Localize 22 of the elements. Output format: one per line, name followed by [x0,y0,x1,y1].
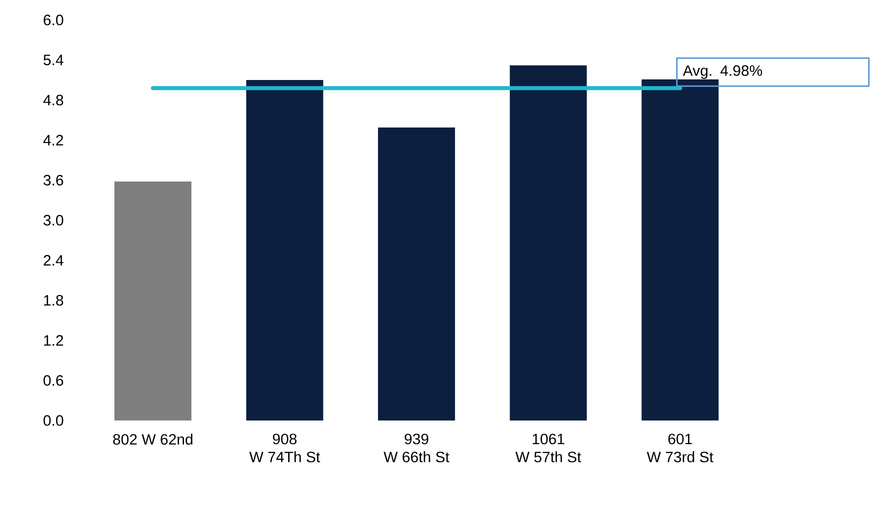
y-tick-label: 1.8 [44,295,64,306]
y-tick-label: 3.6 [44,174,64,186]
bar [510,65,587,420]
x-tick-label: 939 W 66th St [384,434,450,462]
y-tick-label: 4.8 [43,94,64,106]
y-tick-label: 2.4 [44,255,64,266]
bar [642,79,719,420]
x-tick-label: 1061 W 57th St [515,434,582,462]
bar [378,127,456,420]
x-tick-label: 601 W 73rd St [646,434,714,462]
y-tick-label: 6.0 [44,14,64,26]
y-tick-label: 0.6 [44,375,64,386]
y-tick-label: 4.2 [43,134,64,146]
x-tick-label: 802 W 62nd [113,434,192,445]
ref-line-label: Avg. 4.98% [682,65,762,79]
y-tick-label: 1.2 [44,335,64,346]
x-tick-label: 908 W 74Th St [249,434,320,462]
y-tick-label: 3.0 [44,214,64,226]
y-tick-label: 5.4 [44,54,64,66]
bar [246,80,324,420]
y-tick-label: 0.0 [44,415,64,426]
bar [114,182,192,420]
